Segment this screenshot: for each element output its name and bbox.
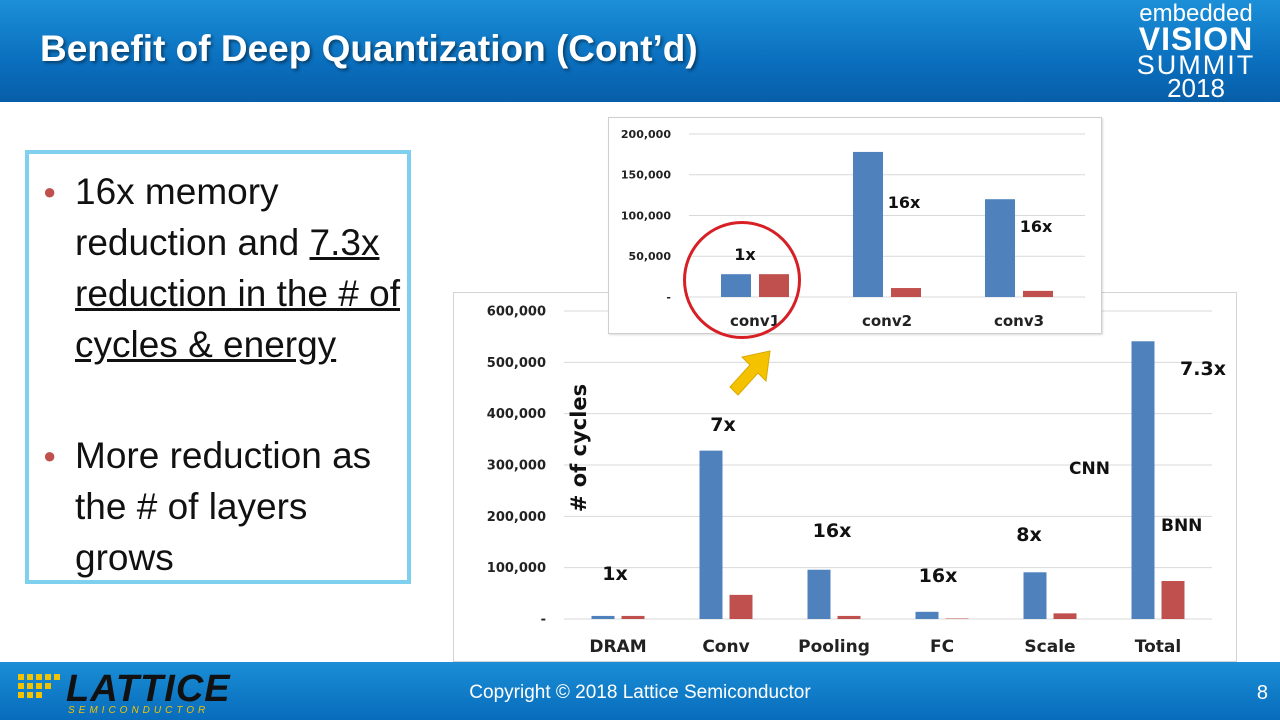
bullet-box: ● 16x memory reduction and 7.3x reductio… xyxy=(25,150,411,584)
inset-y-tick-label: 50,000 xyxy=(629,250,672,263)
inset-y-tick-label: - xyxy=(666,291,671,304)
main-bar-cnn-pooling xyxy=(807,569,831,619)
lattice-logo-word: LATTICE xyxy=(66,668,231,710)
embedded-vision-summit-logo: embedded VISION SUMMIT 2018 xyxy=(1126,0,1266,103)
lattice-logo-subtitle: SEMICONDUCTOR xyxy=(68,705,210,716)
main-bar-annotation: 16x xyxy=(813,520,852,542)
main-x-tick-label: Scale xyxy=(1024,637,1075,657)
main-y-tick-label: 400,000 xyxy=(487,407,546,422)
main-bar-bnn-pooling xyxy=(837,615,861,619)
legend-cnn-label: CNN xyxy=(1069,459,1110,479)
main-bar-bnn-fc xyxy=(945,618,969,619)
main-bar-annotation: 7x xyxy=(710,414,735,436)
main-bar-cnn-scale xyxy=(1023,572,1047,619)
footer-bar: LATTICE SEMICONDUCTOR Copyright © 2018 L… xyxy=(0,662,1280,720)
inset-bar-bnn-conv3 xyxy=(1023,290,1053,297)
main-bar-bnn-dram xyxy=(621,615,645,619)
main-chart-y-axis-label: # of cycles xyxy=(567,384,591,512)
inset-bar-chart: -50,000 100,000 150,000 200,000 conv1 conv2 c… xyxy=(608,117,1102,334)
main-bar-cnn-conv xyxy=(699,450,723,619)
copyright-text: Copyright © 2018 Lattice Semiconductor xyxy=(469,682,811,703)
logo-line-4: 2018 xyxy=(1167,73,1225,103)
inset-y-tick-label: 100,000 xyxy=(621,209,671,222)
main-bar-cnn-total xyxy=(1131,341,1155,619)
main-x-tick-label: FC xyxy=(930,637,954,657)
main-bar-annotation: 7.3x xyxy=(1180,358,1226,380)
slide-title: Benefit of Deep Quantization (Cont’d) xyxy=(40,28,698,69)
main-chart-bars xyxy=(591,341,1185,619)
inset-bar-bnn-conv2 xyxy=(891,288,921,297)
inset-chart-y-ticks: - 50,000 100,000 150,000 200,000 xyxy=(621,128,671,304)
bullet-1-underlined-text: 7.3x reduction in the # of cycles & ener… xyxy=(75,222,400,365)
page-number: 8 xyxy=(1256,682,1268,704)
lattice-logo: LATTICE SEMICONDUCTOR xyxy=(16,668,276,716)
main-bar-annotation: 16x xyxy=(919,565,958,587)
main-bar-cnn-dram xyxy=(591,615,615,619)
main-bar-bnn-total xyxy=(1161,581,1185,619)
main-chart-x-ticks: DRAM Conv Pooling FC Scale Total xyxy=(589,637,1181,657)
main-x-tick-label: Total xyxy=(1135,637,1181,657)
inset-bar-cnn-conv2 xyxy=(853,151,883,297)
inset-y-tick-label: 150,000 xyxy=(621,169,671,182)
main-y-tick-label: 500,000 xyxy=(487,356,546,371)
inset-bar-cnn-conv3 xyxy=(985,199,1015,297)
logo-line-2: VISION xyxy=(1138,21,1254,57)
main-y-tick-label: 100,000 xyxy=(487,561,546,576)
main-y-tick-label: 300,000 xyxy=(487,459,546,474)
conv1-highlight-circle xyxy=(683,221,801,339)
main-bar-annotation: 1x xyxy=(602,563,627,585)
inset-bar-annotation: 16x xyxy=(888,193,921,212)
bullet-dot-icon: ● xyxy=(43,179,57,204)
main-chart-svg: - 100,000 200,000 300,000 400,000 500,000 600,… xyxy=(487,305,1226,657)
bullet-2-text: More reduction as the # of layers grows xyxy=(75,435,372,578)
main-x-tick-label: DRAM xyxy=(589,637,646,657)
main-bar-bnn-scale xyxy=(1053,613,1077,619)
logo-line-1: embedded xyxy=(1139,0,1253,27)
main-y-tick-label: - xyxy=(541,613,546,628)
lattice-grid-icon xyxy=(18,674,60,698)
main-chart-annotations: 1x 7x 16x 16x 8x 7.3x xyxy=(602,358,1226,587)
main-y-tick-label: 200,000 xyxy=(487,510,546,525)
inset-x-tick-label: conv3 xyxy=(994,312,1044,330)
main-bar-annotation: 8x xyxy=(1016,524,1041,546)
main-bar-bnn-conv xyxy=(729,594,753,619)
bullet-1-text: 16x memory reduction and xyxy=(75,171,310,263)
inset-x-tick-label: conv2 xyxy=(862,312,912,330)
yellow-arrow-icon xyxy=(729,350,771,396)
legend-bnn-label: BNN xyxy=(1161,516,1202,536)
inset-bar-annotation: 16x xyxy=(1020,217,1053,236)
logo-line-3: SUMMIT xyxy=(1136,50,1256,80)
main-y-tick-label: 600,000 xyxy=(487,305,546,320)
title-bar: Benefit of Deep Quantization (Cont’d) em… xyxy=(0,0,1280,102)
bullet-dot-icon: ● xyxy=(43,443,57,468)
main-chart-grid xyxy=(564,310,1212,620)
main-chart-y-ticks: - 100,000 200,000 300,000 400,000 500,000 600,… xyxy=(487,305,546,628)
inset-y-tick-label: 200,000 xyxy=(621,128,671,141)
main-x-tick-label: Conv xyxy=(702,637,749,657)
main-bar-cnn-fc xyxy=(915,611,939,619)
main-bar-chart: - 100,000 200,000 300,000 400,000 500,000 600,… xyxy=(453,292,1237,662)
main-x-tick-label: Pooling xyxy=(798,637,870,657)
